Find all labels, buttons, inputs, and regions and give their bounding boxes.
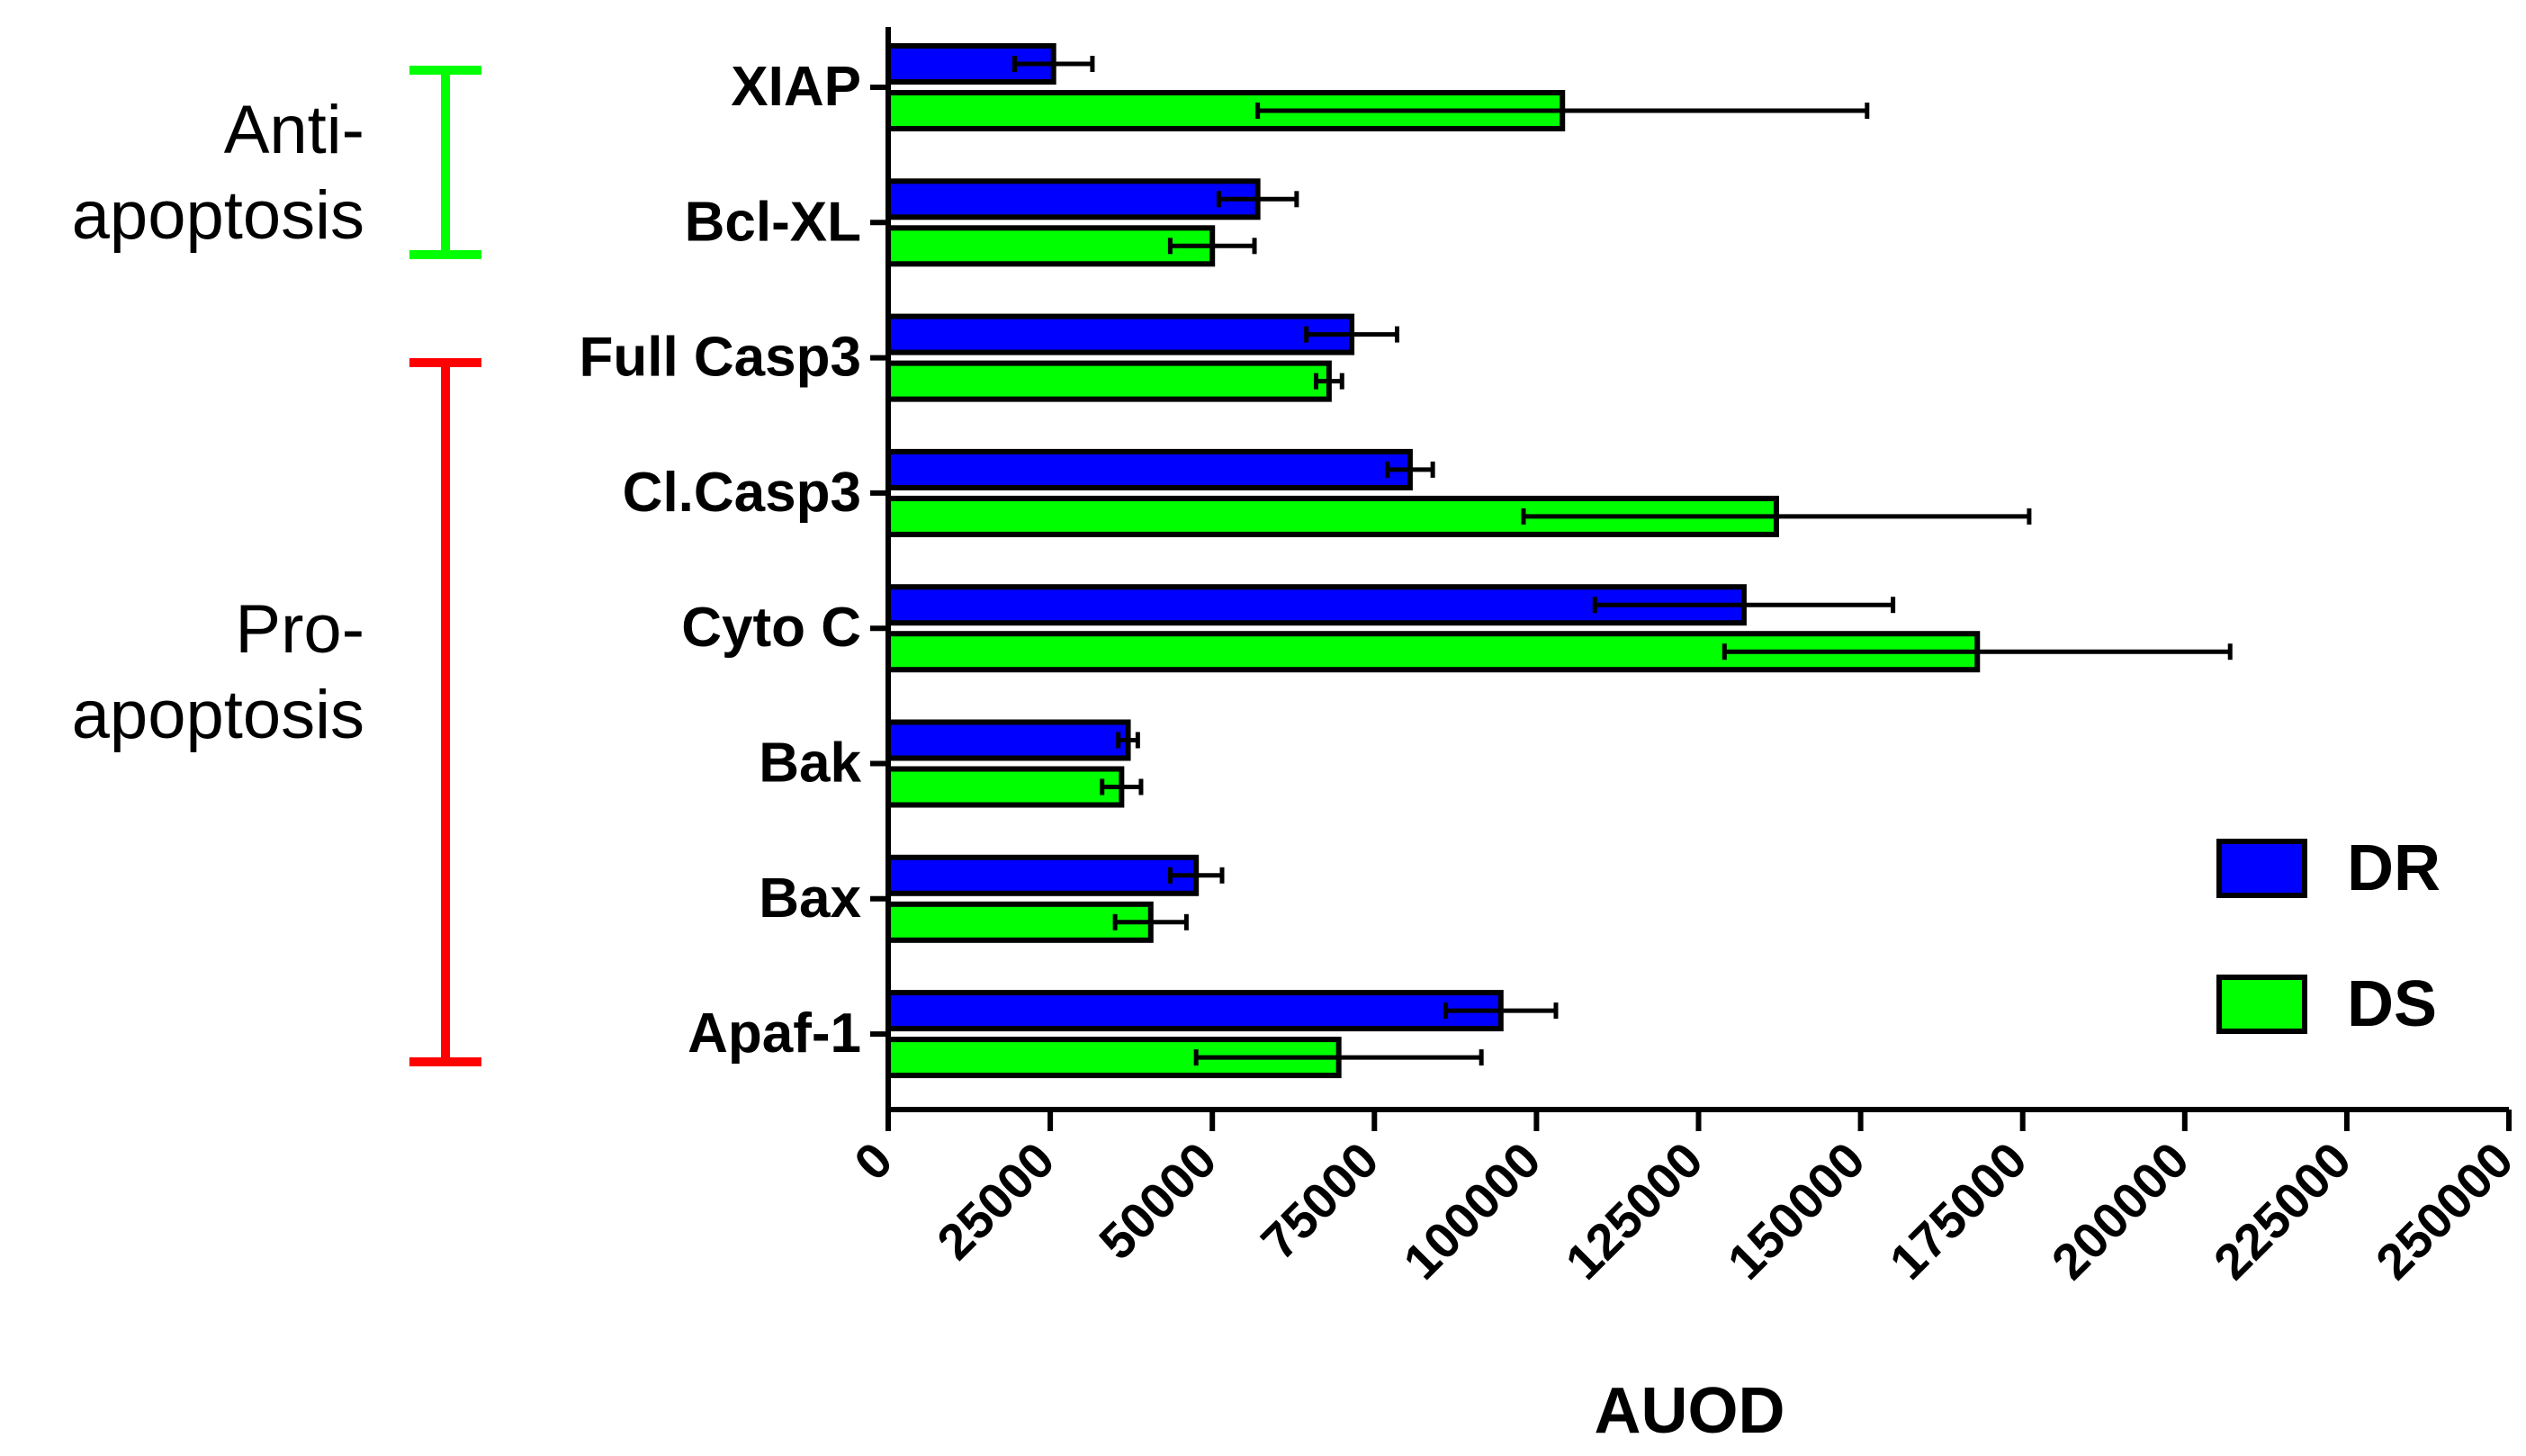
bar-dr-bcl-xl (885, 178, 1261, 220)
x-tick-label: 175000 (1878, 1131, 2037, 1290)
group-annotations: Anti-apoptosis Pro-apoptosis (72, 66, 481, 1066)
group-label-line2: apoptosis (72, 177, 364, 254)
x-axis-title: AUOD (1595, 1375, 1785, 1447)
category-label: Bcl-XL (685, 191, 861, 253)
bar-ds-full-casp3 (885, 360, 1332, 402)
legend-label-ds: DS (2347, 968, 2437, 1040)
category-label: XIAP (731, 56, 861, 118)
category-label: Bak (759, 732, 861, 795)
bar-dr-cl-casp3 (885, 448, 1413, 490)
category-label: Bax (759, 867, 861, 930)
bar-ds-bcl-xl (885, 225, 1216, 267)
bar-dr-bak (885, 719, 1131, 761)
x-tick-label: 50000 (1088, 1131, 1227, 1271)
bar-dr-apaf-1 (885, 990, 1504, 1032)
bars-layer (885, 43, 1981, 1079)
bar-ds-bak (885, 766, 1125, 808)
category-label: Full Casp3 (579, 327, 861, 389)
category-label: Cyto C (681, 597, 861, 659)
legend: DR DS (2216, 832, 2441, 1040)
x-tick-label: 150000 (1716, 1131, 1875, 1290)
x-tick-label: 100000 (1392, 1131, 1551, 1290)
x-tick-label: 0 (843, 1131, 903, 1191)
axes-layer: XIAP Bcl-XL Full Casp3 Cl.Casp3 Cyto C Bak Bax… (579, 27, 2523, 1447)
error-bars-layer (1011, 56, 2233, 1066)
x-tick-label: 250000 (2365, 1131, 2524, 1290)
category-label: Apaf-1 (688, 1002, 861, 1065)
x-tick-label: 25000 (926, 1131, 1065, 1271)
x-tick-label: 225000 (2203, 1131, 2362, 1290)
legend-swatch-dr (2216, 839, 2307, 898)
x-tick-label: 125000 (1554, 1131, 1713, 1290)
bar-ds-bax (885, 901, 1154, 943)
group-label-line1: Anti- (224, 92, 364, 168)
legend-label-dr: DR (2347, 832, 2441, 904)
x-tick-label: 75000 (1250, 1131, 1389, 1271)
bar-dr-full-casp3 (885, 313, 1355, 355)
category-label: Cl.Casp3 (623, 462, 861, 524)
group-label-line2: apoptosis (72, 677, 364, 753)
x-tick-label: 200000 (2041, 1131, 2200, 1290)
legend-swatch-ds (2216, 975, 2307, 1034)
bar-dr-bax (885, 854, 1200, 896)
group-label-line1: Pro- (235, 591, 364, 668)
